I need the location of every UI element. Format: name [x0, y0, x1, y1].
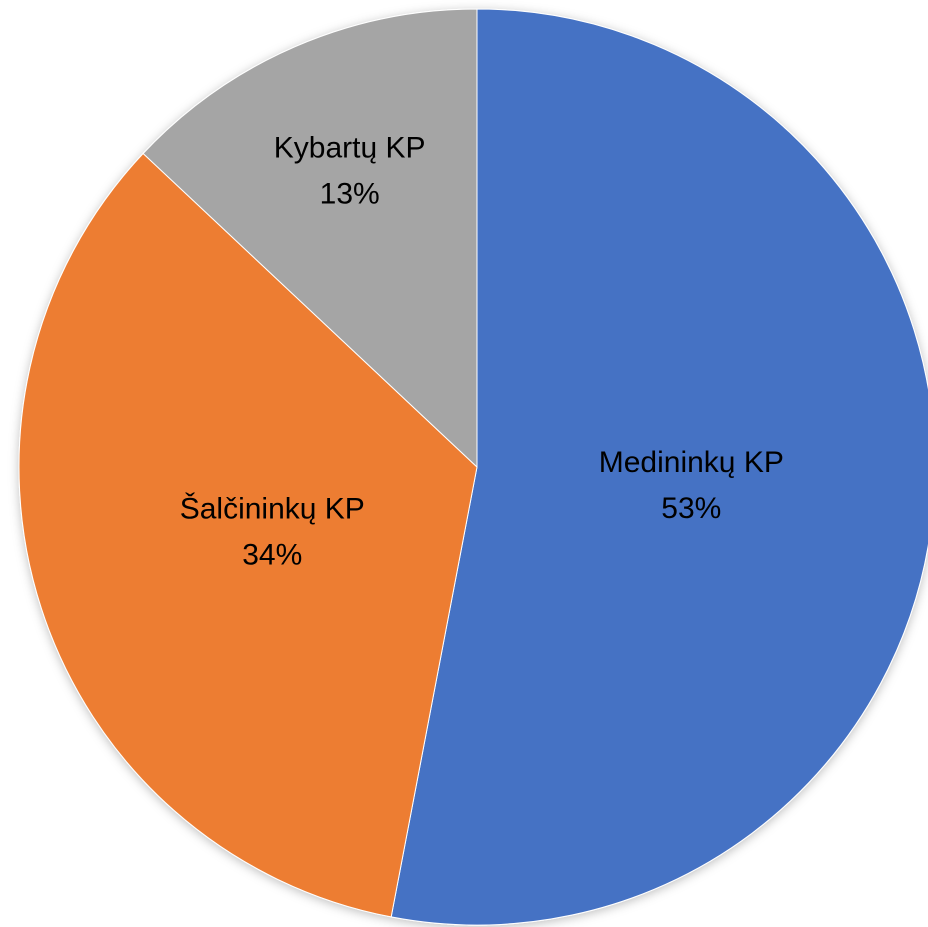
- pie-slice: [18, 152, 478, 918]
- slice-value-label: 13%: [320, 178, 380, 211]
- pie-slice: [390, 8, 928, 926]
- pie: [18, 8, 928, 926]
- slice-value-label: 53%: [661, 492, 721, 525]
- slice-label: Kybartų KP: [274, 132, 426, 165]
- pie-slice: [142, 8, 478, 469]
- slice-label: Medininkų KP: [599, 446, 784, 479]
- slice-value-label: 34%: [242, 538, 302, 571]
- slice-label: Šalčininkų KP: [180, 491, 365, 525]
